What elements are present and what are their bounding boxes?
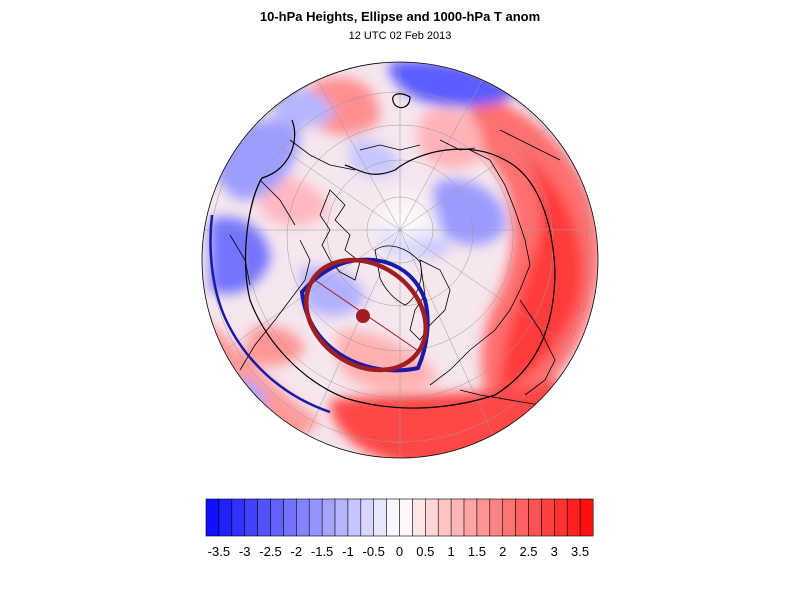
colorbar-tick-label: -1.5 <box>311 544 333 559</box>
globe-outline <box>201 61 599 459</box>
colorbar-box <box>541 498 555 537</box>
colorbar-box <box>205 498 220 537</box>
colorbar-box <box>257 498 272 537</box>
colorbar-box <box>218 498 233 537</box>
colorbar-box <box>463 498 478 537</box>
figure-title: 10-hPa Heights, Ellipse and 1000-hPa T a… <box>259 9 541 24</box>
colorbar-box <box>244 498 259 537</box>
colorbar-box <box>373 498 388 537</box>
fitted-ellipse <box>303 257 429 373</box>
colorbar-tick-label: -2 <box>291 544 303 559</box>
colorbar-box <box>566 498 581 537</box>
colorbar-boxes <box>205 498 594 537</box>
colorbar-tick-label: 3 <box>551 544 558 559</box>
colorbar-tick-label: 2.5 <box>519 544 537 559</box>
figure-subtitle: 12 UTC 02 Feb 2013 <box>348 30 452 42</box>
colorbar-tick-label: 0.5 <box>416 544 434 559</box>
vortex-center-marker <box>356 309 370 323</box>
colorbar-tick-label: -3 <box>239 544 251 559</box>
colorbar-box <box>334 498 349 537</box>
colorbar-box <box>386 498 401 537</box>
colorbar-box <box>553 498 568 537</box>
colorbar-box <box>308 498 323 537</box>
colorbar-box <box>489 498 504 537</box>
colorbar-box <box>270 498 284 537</box>
colorbar-tick-label: -3.5 <box>208 544 230 559</box>
colorbar-box <box>579 498 594 537</box>
colorbar-box <box>476 498 491 537</box>
colorbar-box <box>450 498 465 537</box>
colorbar-box <box>502 498 517 537</box>
colorbar-box <box>321 498 336 537</box>
colorbar-tick-label: 1 <box>447 544 454 559</box>
colorbar-box <box>347 498 362 537</box>
polar-stereographic-map <box>201 61 599 459</box>
colorbar-tick-label: -2.5 <box>259 544 281 559</box>
colorbar-box <box>399 498 413 537</box>
colorbar-tick-label: 3.5 <box>571 544 589 559</box>
colorbar-box <box>437 498 452 537</box>
colorbar-box <box>360 498 375 537</box>
colorbar-box <box>528 498 542 537</box>
temperature-anomaly-field <box>202 62 598 458</box>
colorbar-tick-label: 1.5 <box>468 544 486 559</box>
colorbar-labels: -3.5 -3 -2.5 -2 -1.5 -1 -0.5 0 0.5 1 1.5 2 2.5 3 3.5 <box>208 544 589 559</box>
colorbar-box <box>412 498 426 537</box>
colorbar-box <box>515 498 529 537</box>
colorbar-box <box>231 498 246 537</box>
colorbar-box <box>424 498 439 537</box>
colorbar-tick-label: -1 <box>342 544 354 559</box>
colorbar-box <box>295 498 310 537</box>
colorbar-box <box>283 498 297 537</box>
vortex-ellipse-overlay <box>303 257 429 373</box>
colorbar-tick-label: 2 <box>499 544 506 559</box>
colorbar-tick-label: -0.5 <box>362 544 384 559</box>
colorbar-tick-label: 0 <box>396 544 403 559</box>
